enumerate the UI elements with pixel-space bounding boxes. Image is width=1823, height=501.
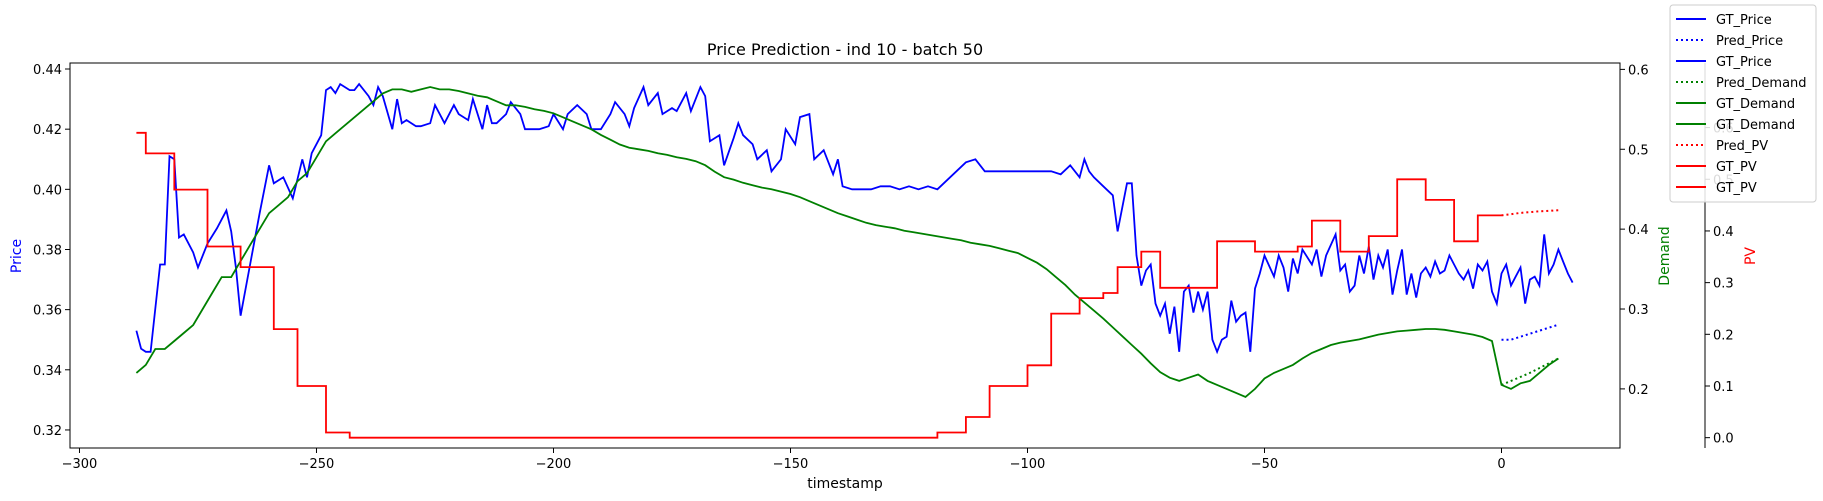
legend-label: Pred_PV xyxy=(1716,139,1768,154)
axes-layer: −300 −250 −200 −150 −100 −50 0 0.32 0.34 0.36 0.38… xyxy=(33,63,1734,472)
price-tick-label: 0.38 xyxy=(33,243,62,258)
price-tick-label: 0.42 xyxy=(33,123,62,138)
x-tick-label: −200 xyxy=(536,457,572,472)
legend-label: GT_Demand xyxy=(1716,97,1795,112)
demand-tick-label: 0.3 xyxy=(1628,303,1649,318)
legend-label: GT_PV xyxy=(1716,160,1757,175)
demand-axis-label: Demand xyxy=(1657,226,1673,285)
price-tick-label: 0.32 xyxy=(33,424,62,439)
legend-label: Pred_Demand xyxy=(1716,76,1807,91)
plot-area xyxy=(69,62,1621,449)
x-tick-label: −150 xyxy=(773,457,809,472)
price-tick-label: 0.40 xyxy=(33,183,62,198)
chart-title: Price Prediction - ind 10 - batch 50 xyxy=(707,40,983,59)
price-tick-label: 0.36 xyxy=(33,304,62,319)
x-tick-label: −100 xyxy=(1010,457,1046,472)
pv-tick-label: 0.4 xyxy=(1713,225,1734,240)
demand-tick-label: 0.6 xyxy=(1628,63,1649,78)
price-tick-label: 0.34 xyxy=(33,364,62,379)
series-line-pred-demand xyxy=(1501,357,1559,386)
legend: GT_Price Pred_Price GT_Price Pred_Demand GT_… xyxy=(1669,4,1817,203)
x-tick-label: 0 xyxy=(1497,457,1505,472)
legend-label: GT_Price xyxy=(1716,55,1772,70)
pv-tick-label: 0.0 xyxy=(1713,432,1734,447)
pv-tick-label: 0.3 xyxy=(1713,277,1734,292)
price-tick-label: 0.44 xyxy=(33,63,62,78)
x-tick-label: −300 xyxy=(62,457,98,472)
pv-axis-label: PV xyxy=(1743,247,1759,265)
x-tick-label: −50 xyxy=(1251,457,1278,472)
legend-label: GT_PV xyxy=(1716,181,1757,196)
pv-tick-label: 0.1 xyxy=(1713,380,1734,395)
pv-tick-label: 0.2 xyxy=(1713,328,1734,343)
price-axis-label: Price xyxy=(9,239,25,273)
demand-tick-label: 0.2 xyxy=(1628,383,1649,398)
series-line-pred-pv xyxy=(1501,209,1559,217)
plot-frame xyxy=(69,62,1621,449)
x-tick-label: −250 xyxy=(299,457,335,472)
legend-label: GT_Demand xyxy=(1716,118,1795,133)
demand-tick-label: 0.4 xyxy=(1628,223,1649,238)
legend-label: Pred_Price xyxy=(1716,34,1783,49)
demand-tick-label: 0.5 xyxy=(1628,143,1649,158)
series-line-gt-pv xyxy=(136,131,1502,439)
series-line-gt-demand xyxy=(135,86,1559,398)
x-axis-label: timestamp xyxy=(807,476,883,492)
series-layer xyxy=(135,82,1574,439)
legend-box xyxy=(1669,4,1817,203)
series-line-pred-price xyxy=(1501,323,1559,341)
legend-label: GT_Price xyxy=(1716,13,1772,28)
